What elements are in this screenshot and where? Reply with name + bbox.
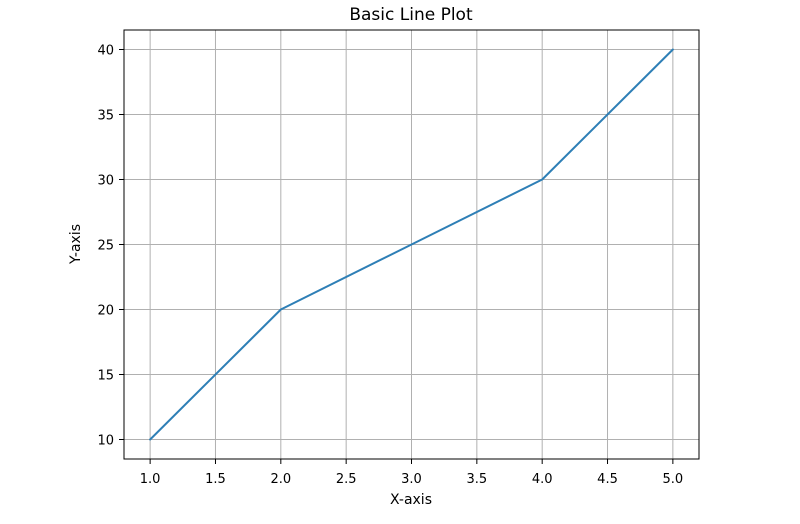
y-tick-label: 40 — [97, 44, 114, 59]
chart-title: Basic Line Plot — [349, 5, 473, 25]
y-tick-label: 10 — [97, 434, 114, 449]
y-tick-label: 15 — [97, 369, 114, 384]
x-tick-label: 4.5 — [597, 472, 618, 487]
y-tick-label: 25 — [97, 239, 114, 254]
y-axis-ticks: 10 15 20 25 30 35 40 — [97, 44, 124, 449]
x-axis-ticks: 1.0 1.5 2.0 2.5 3.0 3.5 4.0 4.5 5.0 — [140, 459, 683, 487]
y-tick-label: 20 — [97, 304, 114, 319]
x-tick-label: 2.0 — [270, 472, 291, 487]
series-line — [149, 48, 674, 441]
x-axis-label: X-axis — [390, 492, 432, 508]
y-tick-label: 35 — [97, 109, 114, 124]
x-tick-label: 4.0 — [532, 472, 553, 487]
x-tick-label: 5.0 — [663, 472, 684, 487]
x-tick-label: 3.5 — [466, 472, 487, 487]
x-tick-label: 3.0 — [401, 472, 422, 487]
y-tick-label: 30 — [97, 174, 114, 189]
x-tick-label: 2.5 — [336, 472, 357, 487]
x-tick-label: 1.0 — [140, 472, 161, 487]
x-tick-label: 1.5 — [205, 472, 226, 487]
series-layer — [149, 48, 674, 441]
y-axis-label: Y-axis — [68, 224, 84, 265]
